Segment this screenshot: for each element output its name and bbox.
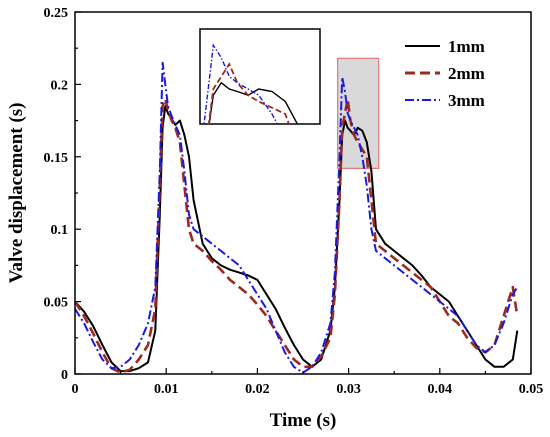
x-tick-labels: 0 0.01 0.02 0.03 0.04 0.05 (72, 382, 544, 397)
x-tick-label: 0.03 (336, 382, 361, 397)
inset-line-3mm (203, 43, 279, 124)
y-tick-label: 0.2 (51, 78, 69, 93)
series-line-2mm (75, 97, 519, 374)
x-tick-label: 0.01 (154, 382, 179, 397)
highlight-region (337, 57, 380, 169)
y-tick-label: 0.1 (51, 223, 69, 238)
x-tick-label: 0.04 (428, 382, 453, 397)
inset-series (203, 43, 299, 124)
y-tick-label: 0.05 (44, 296, 69, 311)
y-axis-title: Valve displacement (s) (6, 103, 27, 284)
legend-label-2mm: 2mm (448, 64, 485, 83)
inset-frame (199, 28, 321, 125)
inset-plot (199, 28, 321, 125)
legend: 1mm 2mm 3mm (405, 37, 485, 110)
x-tick-label: 0 (72, 382, 79, 397)
legend-label-1mm: 1mm (448, 37, 485, 56)
highlight-rect (337, 57, 380, 169)
y-tick-label: 0 (61, 368, 68, 383)
x-tick-label: 0.05 (519, 382, 544, 397)
series-line-1mm (75, 105, 519, 373)
x-axis-title: Time (s) (270, 410, 337, 431)
legend-label-3mm: 3mm (448, 91, 485, 110)
x-tick-label: 0.02 (245, 382, 270, 397)
axis-ticks (74, 11, 532, 375)
inset-line-2mm (207, 62, 290, 124)
y-tick-label: 0.25 (44, 6, 69, 21)
y-tick-label: 0.15 (44, 151, 69, 166)
y-tick-labels: 0 0.05 0.1 0.15 0.2 0.25 (44, 6, 69, 383)
